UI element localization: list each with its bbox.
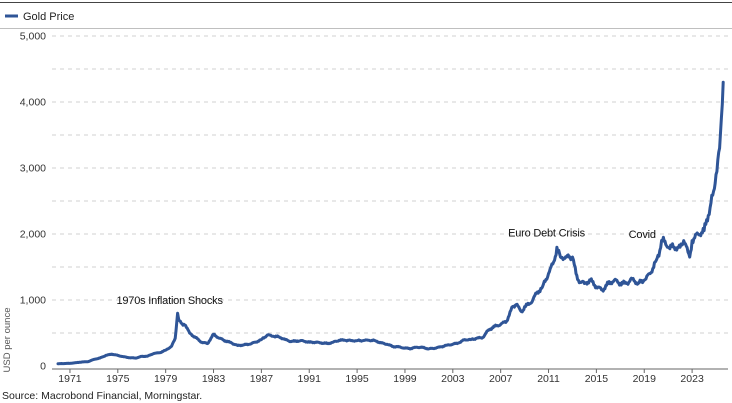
x-tick-label: 2003 <box>441 373 465 385</box>
y-tick-label: 2,000 <box>20 229 46 241</box>
x-tick-label: 2011 <box>537 373 560 385</box>
gold-price-line <box>56 80 725 366</box>
x-tick-label: 2019 <box>633 373 657 385</box>
y-tick-label: 3,000 <box>20 163 46 175</box>
x-tick-label: 2023 <box>680 373 704 385</box>
x-axis: 1971 1975 1979 1983 1987 1991 1995 1999 2003 2007… <box>58 369 704 385</box>
annotation-label: Euro Debt Crisis <box>508 228 586 240</box>
x-tick-label: 1975 <box>106 373 130 385</box>
y-tick-label: 4,000 <box>20 97 46 109</box>
x-tick-label: 1991 <box>298 373 322 385</box>
legend: Gold Price <box>5 11 74 23</box>
annotation-label: 1970s Inflation Shocks <box>116 295 223 307</box>
y-axis: 0 1,000 2,000 3,000 4,000 5,000 <box>20 31 46 373</box>
y-axis-label: USD per ounce <box>2 308 13 373</box>
y-tick-label: 0 <box>40 361 46 373</box>
x-tick-label: 2007 <box>489 373 513 385</box>
legend-label: Gold Price <box>23 11 74 23</box>
x-tick-label: 1983 <box>202 373 226 385</box>
x-tick-label: 1995 <box>345 373 369 385</box>
x-tick-label: 1971 <box>58 373 82 385</box>
y-tick-label: 1,000 <box>20 295 46 307</box>
annotation-label: Covid <box>629 229 656 241</box>
x-tick-label: 1987 <box>250 373 274 385</box>
grid <box>52 35 728 334</box>
annotations: 1970s Inflation Shocks Euro Debt Crisis Co… <box>116 228 656 307</box>
source-note: Source: Macrobond Financial, Morningstar… <box>2 390 202 402</box>
x-tick-label: 1979 <box>154 373 178 385</box>
y-tick-label: 5,000 <box>20 31 46 43</box>
x-tick-label: 1999 <box>393 373 417 385</box>
x-tick-label: 2015 <box>585 373 609 385</box>
